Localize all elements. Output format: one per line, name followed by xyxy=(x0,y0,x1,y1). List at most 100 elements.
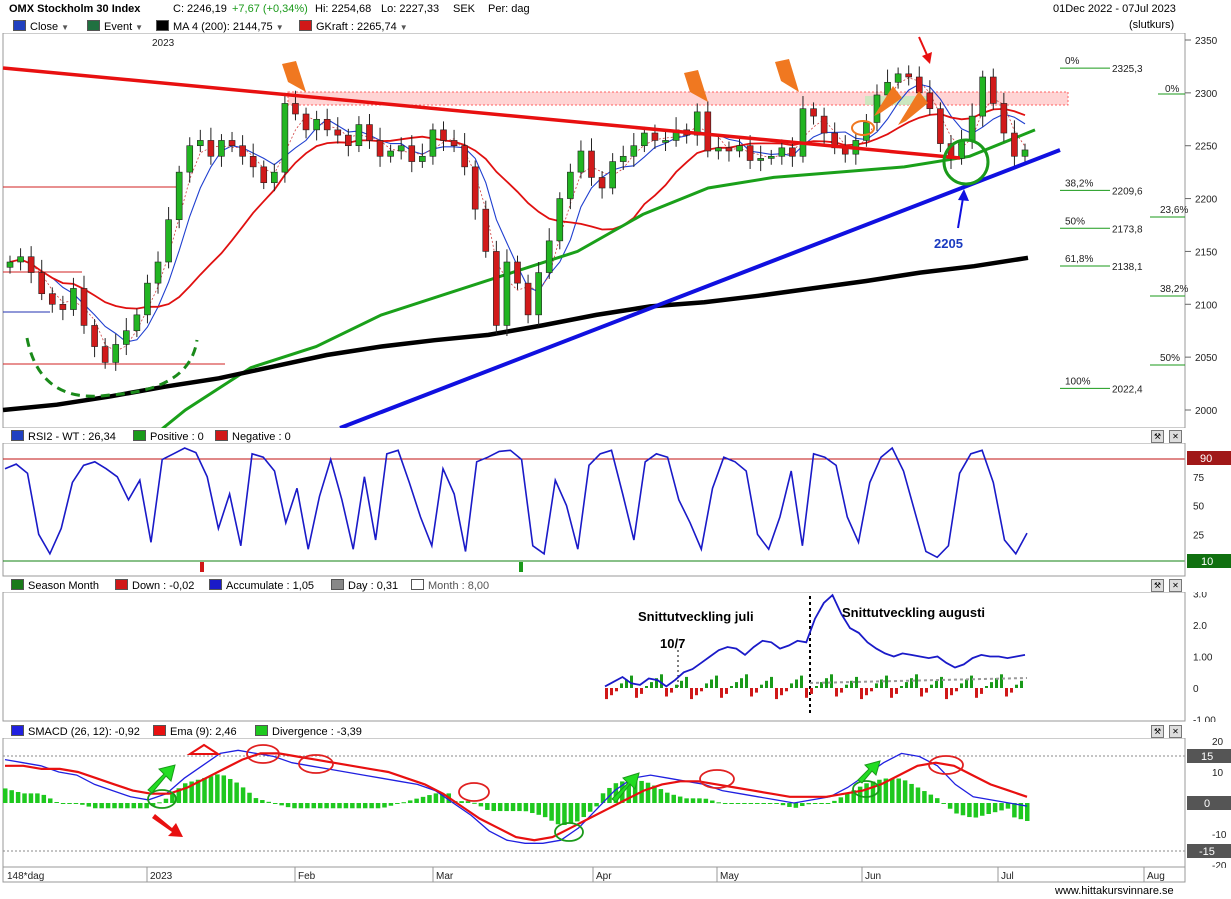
smacd-chart[interactable]: 20100-10-20 15 0 -15 xyxy=(0,738,1231,868)
candle xyxy=(186,137,194,183)
season-bar xyxy=(820,682,823,688)
legend-event[interactable]: Event ▼ xyxy=(87,20,143,33)
rsi-legend[interactable]: RSI2 - WT : 26,34 xyxy=(11,430,116,443)
candle xyxy=(810,102,817,125)
season-legend[interactable]: Season Month xyxy=(11,579,99,592)
down-arrow-icon xyxy=(152,814,183,837)
divergence-bar xyxy=(793,803,799,808)
close-icon[interactable]: ✕ xyxy=(1169,430,1182,443)
candle xyxy=(820,107,828,144)
cross-circle xyxy=(298,754,334,774)
divergence-bar xyxy=(92,803,98,809)
wrench-icon[interactable]: ⚒ xyxy=(1151,725,1164,738)
divergence-bar xyxy=(388,803,394,806)
divergence-bar xyxy=(1025,803,1030,821)
season-tick-label: 2.0 xyxy=(1193,621,1207,632)
season-accumulate: Accumulate : 1,05 xyxy=(209,579,314,592)
divergence-bar xyxy=(266,801,272,803)
price-tick-label: 2150 xyxy=(1195,247,1218,258)
season-bar xyxy=(720,688,723,698)
price-tick-label: 2250 xyxy=(1195,142,1218,153)
season-bar xyxy=(880,679,883,688)
candle xyxy=(989,68,997,110)
divergence-bar xyxy=(240,787,246,803)
divergence-bar xyxy=(967,803,972,818)
candle xyxy=(905,65,912,86)
candle xyxy=(281,92,289,183)
divergence-bar xyxy=(189,781,194,803)
month-label: Jul xyxy=(1001,871,1014,882)
legend-close[interactable]: Close ▼ xyxy=(13,20,69,33)
candle xyxy=(27,246,35,284)
candle xyxy=(154,251,162,294)
season-bar xyxy=(670,688,673,693)
divergence-bar xyxy=(806,803,811,805)
note-july: Snittutveckling juli xyxy=(638,609,754,624)
season-bar xyxy=(900,686,903,688)
divergence-bar xyxy=(350,803,355,809)
orange-arrows xyxy=(282,59,928,125)
candle xyxy=(894,67,902,89)
divergence-bar xyxy=(285,803,291,808)
divergence-bar xyxy=(279,803,284,806)
wrench-icon[interactable]: ⚒ xyxy=(1151,430,1164,443)
divergence-bar xyxy=(922,791,927,803)
price-chart[interactable]: 2023 2205 2350 2300 2250 2200 2150 2100 2050 20… xyxy=(0,33,1231,428)
candle xyxy=(556,192,564,250)
fib-value-label: 2138,1 xyxy=(1112,262,1143,273)
time-axis[interactable]: 148*dag 2023 Feb Mar Apr May Jun Jul Aug xyxy=(0,867,1231,883)
fib-pct-label: 50% xyxy=(1065,216,1085,227)
wrench-icon[interactable]: ⚒ xyxy=(1151,579,1164,592)
divergence-bar xyxy=(1005,803,1011,809)
candle xyxy=(693,103,701,146)
divergence-bar xyxy=(292,803,297,809)
divergence-bar xyxy=(838,797,844,803)
smacd-legend[interactable]: SMACD (26, 12): -0,92 xyxy=(11,725,140,738)
season-bar xyxy=(755,688,758,693)
rsi-negative: Negative : 0 xyxy=(215,430,291,443)
divergence-bar xyxy=(375,803,381,809)
candle xyxy=(175,165,183,229)
close-icon[interactable]: ✕ xyxy=(1169,725,1182,738)
close-icon[interactable]: ✕ xyxy=(1169,579,1182,592)
fibonacci-lines xyxy=(1060,67,1110,389)
divergence-bar xyxy=(272,803,278,804)
divergence-bar xyxy=(150,803,156,806)
divergence-bar xyxy=(671,794,676,803)
season-chart[interactable]: Snittutveckling juli 10/7 Snittutvecklin… xyxy=(0,592,1231,722)
season-bar xyxy=(725,688,728,694)
divergence-bar xyxy=(947,803,953,809)
rsi-chart[interactable]: 7550250 90 10 xyxy=(0,443,1231,577)
candle xyxy=(366,114,373,149)
legend-ma[interactable]: MA 4 (200): 2144,75 ▼ xyxy=(156,20,284,33)
divergence-bar xyxy=(819,803,824,804)
season-title: Season Month xyxy=(28,580,99,592)
divergence-bar xyxy=(131,803,137,809)
divergence-bar xyxy=(215,774,220,803)
candle xyxy=(101,338,109,369)
divergence-bar xyxy=(125,803,130,809)
candle xyxy=(165,207,172,269)
season-bar xyxy=(875,683,878,688)
divergence-bar xyxy=(530,803,535,814)
candle xyxy=(641,126,648,153)
footer-site[interactable]: www.hittakursvinnare.se xyxy=(1055,885,1174,897)
season-bar xyxy=(980,688,983,694)
legend-gkraft[interactable]: GKraft : 2265,74 ▼ xyxy=(299,20,408,33)
season-day-label: Day : 0,31 xyxy=(348,580,399,592)
blue-arrow-icon xyxy=(957,189,969,229)
price-tick-label: 2300 xyxy=(1195,89,1218,100)
month-label: Apr xyxy=(596,871,612,882)
fib-right-label: 23,6% xyxy=(1160,205,1188,216)
divergence-bar xyxy=(857,786,863,803)
divergence-bar xyxy=(761,803,766,804)
gkraft-swatch xyxy=(299,20,312,31)
divergence-bar xyxy=(575,803,580,822)
season-bar xyxy=(845,684,848,688)
divergence-bar xyxy=(812,803,818,804)
cross-circle xyxy=(458,782,490,802)
legend-gkraft-label: GKraft : 2265,74 xyxy=(316,21,397,33)
season-bar xyxy=(995,678,998,688)
red-arrow-icon xyxy=(918,36,932,64)
candle xyxy=(863,114,870,147)
